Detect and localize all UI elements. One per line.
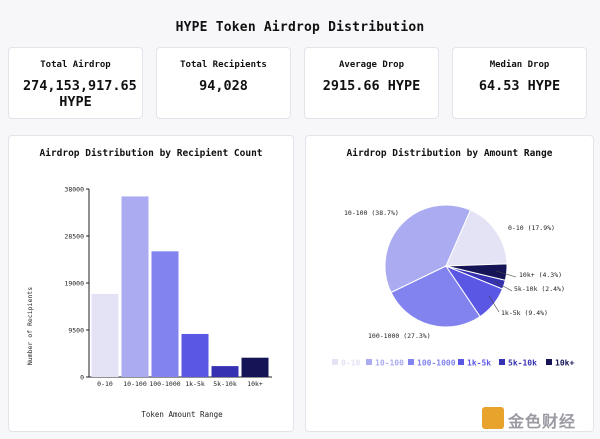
x-tick-label: 5k-10k	[213, 380, 237, 388]
x-tick-label: 10-100	[123, 380, 147, 388]
legend-label: 10k+	[555, 359, 574, 368]
pie-chart-title: Airdrop Distribution by Amount Range	[346, 148, 553, 159]
legend-swatch	[332, 359, 338, 365]
legend-swatch	[366, 359, 372, 365]
pie-slice-10k+	[445, 263, 508, 281]
legend-label: 1k-5k	[467, 359, 491, 368]
y-axis-label: Number of Recipients	[26, 287, 34, 365]
x-tick-label: 10k+	[247, 380, 263, 388]
y-tick-label: 19000	[64, 280, 84, 288]
slice-label: 10k+ (4.3%)	[519, 271, 562, 279]
x-tick-label: 100-1000	[149, 380, 180, 388]
stat-card-total-airdrop: Total Airdrop 274,153,917.65 HYPE	[8, 47, 143, 119]
x-tick-label: 1k-5k	[185, 380, 205, 388]
stat-label: Total Recipients	[180, 60, 267, 70]
slice-label: 0-10 (17.9%)	[508, 224, 555, 232]
legend-swatch	[408, 359, 414, 365]
y-tick-label: 9500	[68, 327, 84, 335]
slice-label: 10-100 (38.7%)	[344, 209, 399, 217]
legend-label: 100-1000	[417, 359, 456, 368]
legend-label: 5k-10k	[508, 359, 537, 368]
stat-label: Total Airdrop	[40, 60, 111, 70]
watermark: 金色财经	[482, 405, 594, 433]
leader-line	[493, 280, 513, 292]
y-tick-label: 0	[80, 374, 84, 382]
x-tick-label: 0-10	[97, 380, 113, 388]
bar-10k+	[241, 357, 269, 377]
legend-label: 10-100	[375, 359, 404, 368]
bar-chart-panel: Airdrop Distribution by Recipient Count …	[8, 135, 294, 432]
stat-value: 64.53 HYPE	[478, 78, 561, 94]
stat-card-average-drop: Average Drop 2915.66 HYPE	[304, 47, 439, 119]
stat-label: Average Drop	[338, 60, 405, 70]
bar-5k-10k	[211, 366, 239, 377]
leader-line	[495, 270, 517, 278]
bar-0-10	[91, 293, 119, 377]
bar-chart: 0 9500 19000 28500 38000 0-10 10-100 100-1000 1k…	[26, 186, 272, 419]
legend-label: 0-10	[341, 359, 360, 368]
stats-cards: Total Airdrop 274,153,917.65 HYPE Total …	[8, 47, 593, 120]
y-tick-label: 38000	[64, 186, 84, 194]
slice-label: 100-1000 (27.3%)	[368, 332, 431, 340]
pie-slice-0-10	[445, 209, 508, 267]
stat-value: 94,028	[199, 78, 248, 94]
pie-chart-panel: Airdrop Distribution by Amount Range 0-1…	[305, 135, 594, 432]
pie-chart: 0-10 (17.9%) 10-100 (38.7%) 100-1000 (27.3…	[332, 204, 574, 368]
x-axis-label: Token Amount Range	[141, 410, 223, 419]
y-tick-label: 28500	[64, 233, 84, 241]
bar-10-100	[121, 196, 149, 377]
bar-100-1000	[151, 251, 179, 377]
stat-value: 274,153,917.65 HYPE	[23, 78, 137, 110]
legend-swatch	[546, 359, 552, 365]
legend-swatch	[458, 359, 464, 365]
legend-swatch	[499, 359, 505, 365]
page-title: HYPE Token Airdrop Distribution	[175, 20, 425, 35]
leader-line	[488, 295, 500, 313]
watermark-logo-icon	[482, 407, 504, 429]
bar-chart-title: Airdrop Distribution by Recipient Count	[39, 148, 263, 159]
stat-card-total-recipients: Total Recipients 94,028	[156, 47, 291, 119]
watermark-text: 金色财经	[508, 412, 577, 431]
bar-1k-5k	[181, 333, 209, 377]
stat-card-median-drop: Median Drop 64.53 HYPE	[452, 47, 587, 119]
slice-label: 1k-5k (9.4%)	[501, 309, 548, 317]
pie-slice-10-100	[384, 204, 472, 294]
pie-slice-100-1000	[390, 265, 481, 328]
stat-value: 2915.66 HYPE	[322, 78, 421, 94]
stat-label: Median Drop	[489, 60, 550, 70]
slice-label: 5k-10k (2.4%)	[514, 285, 565, 293]
